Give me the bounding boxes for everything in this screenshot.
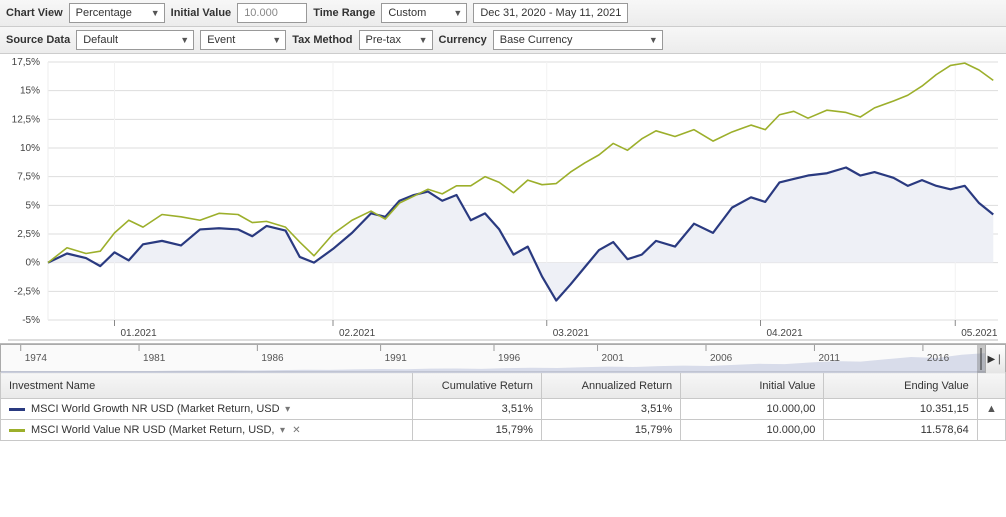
table-row[interactable]: MSCI World Value NR USD (Market Return, …	[1, 420, 1006, 441]
table-header-row: Investment Name Cumulative Return Annual…	[1, 373, 1006, 399]
svg-text:-5%: -5%	[22, 315, 40, 326]
chevron-down-icon: ▼	[151, 8, 160, 18]
timeline-forward-button[interactable]: ▶❘	[985, 345, 1005, 373]
svg-text:2006: 2006	[710, 353, 733, 364]
svg-text:04.2021: 04.2021	[767, 328, 804, 339]
chart-svg: 17,5% 15% 12,5% 10% 7,5% 5% 2,5% 0% -2,5% -5% 01.2…	[0, 54, 1002, 344]
svg-text:01.2021: 01.2021	[121, 328, 158, 339]
row-menu-icon[interactable]: ▾	[276, 425, 288, 436]
initial-value-label: Initial Value	[171, 7, 232, 19]
row-menu-icon[interactable]: ▾	[282, 404, 294, 415]
chart-view-label: Chart View	[6, 7, 63, 19]
event-select[interactable]: Event ▼	[200, 30, 286, 50]
tax-method-label: Tax Method	[292, 34, 352, 46]
performance-chart: 17,5% 15% 12,5% 10% 7,5% 5% 2,5% 0% -2,5% -5% 01.2…	[0, 54, 1006, 344]
cell-cum: 3,51%	[412, 399, 541, 420]
chevron-down-icon: ▼	[649, 35, 658, 45]
currency-select[interactable]: Base Currency ▼	[493, 30, 663, 50]
returns-table: Investment Name Cumulative Return Annual…	[0, 372, 1006, 441]
event-value: Event	[207, 34, 235, 46]
svg-text:03.2021: 03.2021	[553, 328, 590, 339]
svg-text:05.2021: 05.2021	[961, 328, 998, 339]
cell-ann: 3,51%	[541, 399, 680, 420]
svg-text:2,5%: 2,5%	[17, 229, 40, 240]
svg-text:5%: 5%	[26, 200, 41, 211]
svg-text:0%: 0%	[26, 258, 41, 269]
toolbar-row-2: Source Data Default ▼ Event ▼ Tax Method…	[0, 27, 1006, 54]
row-remove-icon[interactable]: ✕	[290, 425, 302, 436]
svg-text:12,5%: 12,5%	[12, 114, 40, 125]
series-swatch	[9, 408, 25, 411]
scrollbar-column	[977, 373, 1005, 399]
svg-text:1996: 1996	[498, 353, 521, 364]
chart-view-select[interactable]: Percentage ▼	[69, 3, 165, 23]
svg-text:1974: 1974	[25, 353, 48, 364]
time-range-label: Time Range	[313, 7, 375, 19]
source-data-value: Default	[83, 34, 118, 46]
source-data-label: Source Data	[6, 34, 70, 46]
svg-text:1986: 1986	[261, 353, 284, 364]
scroll-cell[interactable]: ▲	[977, 399, 1005, 420]
initial-value-input[interactable]	[237, 3, 307, 23]
cell-end: 11.578,64	[824, 420, 977, 441]
col-annualized-return[interactable]: Annualized Return	[541, 373, 680, 399]
cell-cum: 15,79%	[412, 420, 541, 441]
svg-text:2001: 2001	[602, 353, 625, 364]
svg-text:2011: 2011	[818, 353, 840, 364]
cell-ann: 15,79%	[541, 420, 680, 441]
time-range-select[interactable]: Custom ▼	[381, 3, 467, 23]
source-data-select[interactable]: Default ▼	[76, 30, 194, 50]
col-ending-value[interactable]: Ending Value	[824, 373, 977, 399]
chevron-down-icon: ▼	[180, 35, 189, 45]
scroll-cell[interactable]	[977, 420, 1005, 441]
svg-text:10%: 10%	[20, 143, 40, 154]
chevron-down-icon: ▼	[453, 8, 462, 18]
svg-text:15%: 15%	[20, 86, 40, 97]
timeline-scrubber[interactable]: 1974 1981 1986 1991 1996 2001 2006 2011 2016 ▶❘	[0, 344, 1006, 372]
date-range-picker[interactable]: Dec 31, 2020 - May 11, 2021	[473, 3, 628, 23]
cell-investment-name: MSCI World Value NR USD (Market Return, …	[1, 420, 413, 441]
col-investment-name[interactable]: Investment Name	[1, 373, 413, 399]
currency-label: Currency	[439, 34, 487, 46]
svg-text:02.2021: 02.2021	[339, 328, 376, 339]
chart-view-value: Percentage	[76, 7, 132, 19]
svg-text:1991: 1991	[385, 353, 408, 364]
time-range-value: Custom	[388, 7, 426, 19]
series-swatch	[9, 429, 25, 432]
investment-name-text: MSCI World Growth NR USD (Market Return,…	[31, 403, 280, 415]
svg-text:2016: 2016	[927, 353, 950, 364]
table-row[interactable]: MSCI World Growth NR USD (Market Return,…	[1, 399, 1006, 420]
svg-text:-2,5%: -2,5%	[14, 286, 40, 297]
svg-text:17,5%: 17,5%	[12, 57, 40, 68]
currency-value: Base Currency	[500, 34, 573, 46]
cell-init: 10.000,00	[681, 399, 824, 420]
svg-text:7,5%: 7,5%	[17, 172, 40, 183]
cell-investment-name: MSCI World Growth NR USD (Market Return,…	[1, 399, 413, 420]
tax-method-select[interactable]: Pre-tax ▼	[359, 30, 433, 50]
cell-end: 10.351,15	[824, 399, 977, 420]
date-range-value: Dec 31, 2020 - May 11, 2021	[480, 7, 621, 19]
tax-method-value: Pre-tax	[366, 34, 401, 46]
chevron-down-icon: ▼	[272, 35, 281, 45]
toolbar-row-1: Chart View Percentage ▼ Initial Value Ti…	[0, 0, 1006, 27]
col-cumulative-return[interactable]: Cumulative Return	[412, 373, 541, 399]
chevron-down-icon: ▼	[419, 35, 428, 45]
svg-text:1981: 1981	[143, 353, 166, 364]
cell-init: 10.000,00	[681, 420, 824, 441]
col-initial-value[interactable]: Initial Value	[681, 373, 824, 399]
investment-name-text: MSCI World Value NR USD (Market Return, …	[31, 424, 274, 436]
timeline-svg: 1974 1981 1986 1991 1996 2001 2006 2011 2016	[1, 345, 987, 373]
